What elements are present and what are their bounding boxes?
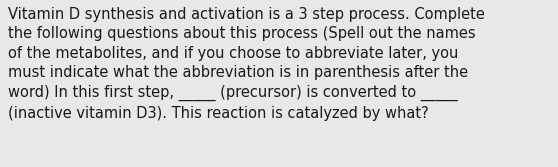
Text: Vitamin D synthesis and activation is a 3 step process. Complete
the following q: Vitamin D synthesis and activation is a … <box>8 7 485 121</box>
